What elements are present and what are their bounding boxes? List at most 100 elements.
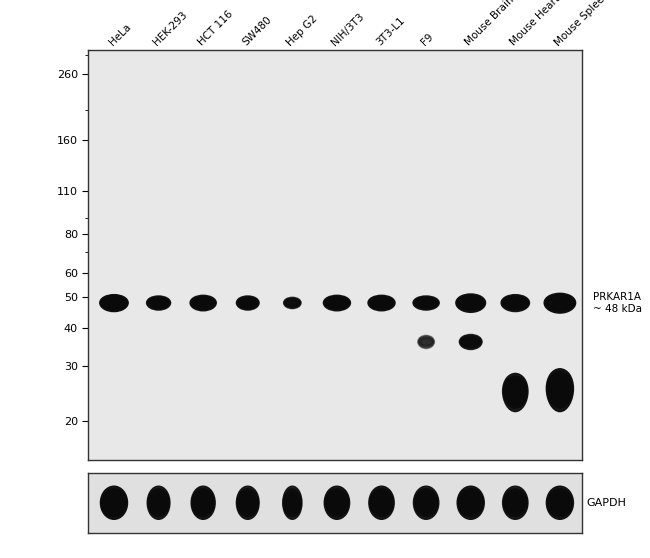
Ellipse shape <box>326 297 348 309</box>
Ellipse shape <box>547 369 573 412</box>
Ellipse shape <box>549 377 571 401</box>
Ellipse shape <box>283 297 301 309</box>
Ellipse shape <box>238 491 257 514</box>
Ellipse shape <box>190 295 216 311</box>
Ellipse shape <box>420 338 432 345</box>
Ellipse shape <box>194 494 213 512</box>
Ellipse shape <box>324 296 350 310</box>
Ellipse shape <box>501 295 530 311</box>
Ellipse shape <box>149 491 168 514</box>
Ellipse shape <box>285 300 299 306</box>
Ellipse shape <box>237 296 259 310</box>
Ellipse shape <box>101 296 127 310</box>
Ellipse shape <box>103 299 125 307</box>
Ellipse shape <box>283 489 301 517</box>
Ellipse shape <box>544 294 576 313</box>
Ellipse shape <box>99 295 128 311</box>
Ellipse shape <box>150 494 168 512</box>
Ellipse shape <box>547 486 573 519</box>
Ellipse shape <box>150 299 168 307</box>
Text: GAPDH: GAPDH <box>587 498 627 508</box>
Ellipse shape <box>504 299 526 307</box>
Ellipse shape <box>192 489 215 517</box>
Ellipse shape <box>413 296 439 310</box>
Text: HEK-293: HEK-293 <box>151 9 189 47</box>
Ellipse shape <box>370 489 393 517</box>
Ellipse shape <box>285 494 300 512</box>
Ellipse shape <box>370 491 393 514</box>
Ellipse shape <box>504 378 526 405</box>
Ellipse shape <box>368 295 395 311</box>
Ellipse shape <box>369 296 394 310</box>
Ellipse shape <box>549 494 571 512</box>
Ellipse shape <box>415 298 437 308</box>
Ellipse shape <box>239 299 257 307</box>
Ellipse shape <box>414 297 438 309</box>
Ellipse shape <box>457 486 484 519</box>
Ellipse shape <box>147 486 170 519</box>
Ellipse shape <box>547 489 573 517</box>
Ellipse shape <box>413 486 439 519</box>
Ellipse shape <box>459 491 482 514</box>
Ellipse shape <box>549 491 571 514</box>
Ellipse shape <box>416 494 436 512</box>
Ellipse shape <box>457 295 484 311</box>
Ellipse shape <box>504 491 526 514</box>
Ellipse shape <box>416 299 436 307</box>
Ellipse shape <box>460 334 482 349</box>
Ellipse shape <box>458 489 483 517</box>
Text: HCT 116: HCT 116 <box>196 9 235 47</box>
Ellipse shape <box>545 295 575 311</box>
Text: Mouse Brain: Mouse Brain <box>463 0 516 47</box>
Ellipse shape <box>324 295 350 311</box>
Ellipse shape <box>548 297 572 309</box>
Ellipse shape <box>238 298 257 308</box>
Text: Hep G2: Hep G2 <box>285 13 320 47</box>
Ellipse shape <box>371 299 392 307</box>
Ellipse shape <box>192 297 215 309</box>
Text: F9: F9 <box>419 32 435 47</box>
Ellipse shape <box>419 336 434 348</box>
Ellipse shape <box>549 374 571 404</box>
Ellipse shape <box>239 494 257 512</box>
Text: Mouse Spleen: Mouse Spleen <box>552 0 611 47</box>
Ellipse shape <box>237 297 258 309</box>
Ellipse shape <box>462 338 480 346</box>
Ellipse shape <box>237 489 258 517</box>
Ellipse shape <box>504 489 527 517</box>
Ellipse shape <box>103 494 125 512</box>
Text: PRKAR1A
~ 48 kDa: PRKAR1A ~ 48 kDa <box>593 292 642 314</box>
Ellipse shape <box>326 491 348 514</box>
Ellipse shape <box>502 373 528 412</box>
Ellipse shape <box>327 494 346 512</box>
Ellipse shape <box>148 298 169 308</box>
Ellipse shape <box>506 494 525 512</box>
Ellipse shape <box>102 297 126 309</box>
Ellipse shape <box>283 486 302 519</box>
Text: SW480: SW480 <box>240 15 274 47</box>
Ellipse shape <box>101 489 127 517</box>
Ellipse shape <box>148 489 169 517</box>
Ellipse shape <box>504 376 527 408</box>
Ellipse shape <box>415 491 437 514</box>
Ellipse shape <box>460 335 481 348</box>
Ellipse shape <box>369 486 394 519</box>
Ellipse shape <box>191 486 215 519</box>
Ellipse shape <box>372 494 391 512</box>
Ellipse shape <box>418 335 434 349</box>
Ellipse shape <box>370 297 393 309</box>
Ellipse shape <box>456 294 486 312</box>
Ellipse shape <box>502 486 528 519</box>
Ellipse shape <box>324 486 350 519</box>
Ellipse shape <box>547 296 573 310</box>
Ellipse shape <box>191 296 215 310</box>
Ellipse shape <box>101 486 127 519</box>
Text: HeLa: HeLa <box>107 22 133 47</box>
Ellipse shape <box>325 489 348 517</box>
Ellipse shape <box>237 486 259 519</box>
Ellipse shape <box>547 372 573 408</box>
Ellipse shape <box>503 297 527 309</box>
Text: Mouse Heart: Mouse Heart <box>508 0 562 47</box>
Ellipse shape <box>506 381 525 402</box>
Ellipse shape <box>415 489 438 517</box>
